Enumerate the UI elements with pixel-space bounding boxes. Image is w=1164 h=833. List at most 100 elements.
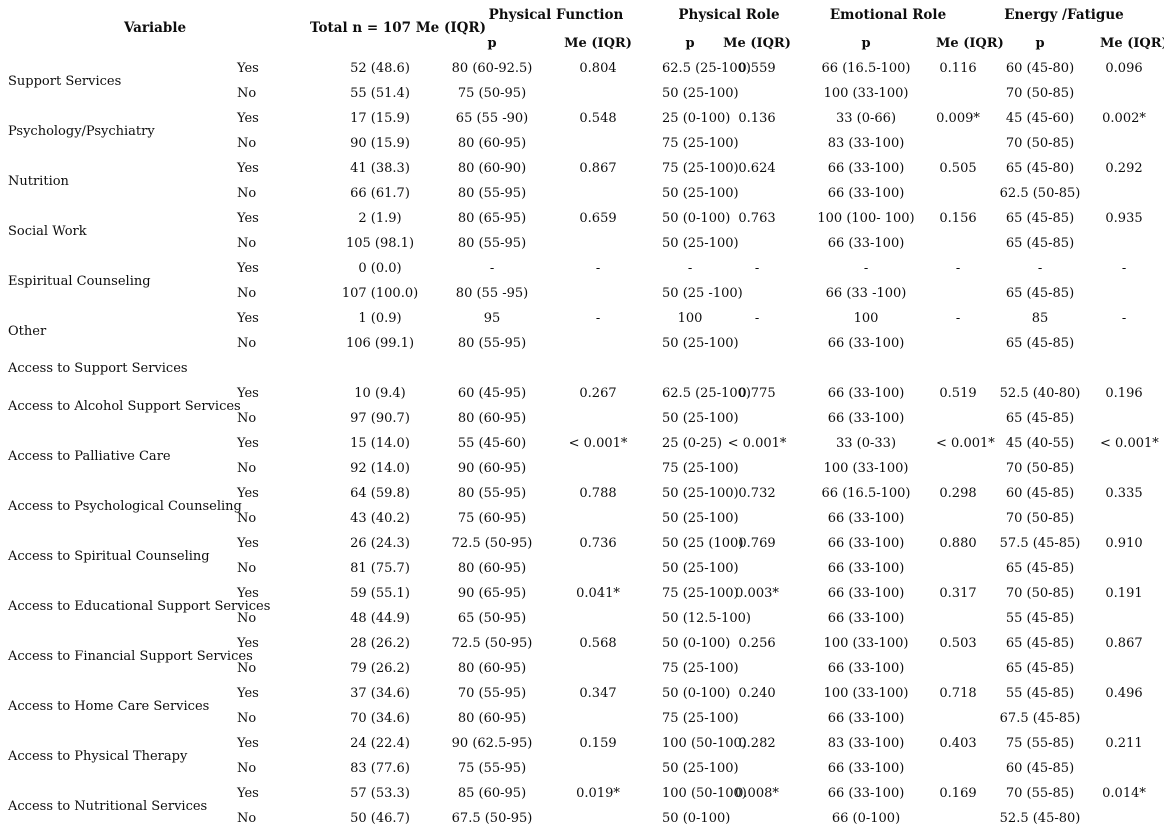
ef-me-cell: 70 (50-85) [1005, 511, 1075, 526]
pf-me-cell: 80 (55-95) [457, 186, 527, 201]
ef-me-cell: 45 (45-60) [1005, 111, 1075, 126]
table-row: Social Work Yes 2 (1.9) 80 (65-95) 0.659 50 (… [0, 206, 1148, 239]
pf-p-cell [534, 706, 662, 731]
subheader-ef-me-iqr: Me (IQR) [1100, 35, 1164, 51]
pr-me-cell: 75 (25-100) [662, 586, 739, 601]
table-row: No 50 (46.7) 67.5 (50-95) 50 (0-100) 66 (0-1… [0, 806, 1148, 831]
table-row: Access to Alcohol Support Services Yes 10 … [0, 381, 1148, 414]
pf-p-cell [534, 131, 662, 156]
total-n-cell: 92 (14.0) [350, 461, 410, 476]
table-row: Access to Home Care Services Yes 37 (34.6)… [0, 681, 1148, 714]
response-cell: Yes [237, 261, 259, 276]
ef-me-cell: - [1037, 261, 1043, 276]
pf-me-cell: 80 (55 -95) [455, 286, 529, 301]
pr-p-cell: 0.732 [738, 486, 776, 501]
pf-p-cell [534, 606, 662, 631]
total-n-cell: 26 (24.3) [350, 536, 410, 551]
er-p-cell [936, 606, 980, 631]
pf-me-cell: 90 (60-95) [457, 461, 527, 476]
variable-label: Espiritual Counseling [8, 273, 151, 289]
subheader-er-p: p [861, 35, 871, 51]
pr-p-cell: 0.008* [735, 786, 779, 801]
ef-p-cell: < 0.001* [1100, 436, 1159, 451]
variable-label: Access to Physical Therapy [8, 748, 188, 764]
er-me-cell: 100 (33-100) [823, 461, 909, 476]
pr-me-cell: 75 (25-100) [662, 661, 739, 676]
table-row: Espiritual Counseling Yes 0 (0.0) - - - - - - - - [0, 256, 1148, 289]
er-p-cell [936, 81, 980, 106]
pf-me-cell: 80 (65-95) [457, 211, 527, 226]
pf-p-cell [534, 81, 662, 106]
pf-me-cell: 95 [483, 311, 501, 326]
pr-me-cell: 50 (25-100) [662, 486, 739, 501]
response-cell: No [237, 711, 257, 726]
group-header-physical-function: Physical Function [488, 7, 624, 23]
variable-label: Access to Alcohol Support Services [8, 398, 241, 414]
er-me-cell: 33 (0-66) [836, 111, 897, 126]
pr-p-cell: - [754, 261, 760, 276]
er-me-cell: 66 (33-100) [827, 336, 905, 351]
pr-me-cell: 75 (25-100) [662, 136, 739, 151]
pr-me-cell: 25 (0-25) [662, 436, 723, 451]
pr-me-cell: 50 (25-100) [662, 86, 739, 101]
ef-p-cell: 0.196 [1105, 386, 1143, 401]
pf-me-cell: 80 (60-95) [457, 411, 527, 426]
er-me-cell: 100 [853, 311, 879, 326]
table-row: No 83 (77.6) 75 (55-95) 50 (25-100) 66 (33-1… [0, 756, 1148, 781]
total-n-cell: 0 (0.0) [358, 261, 402, 276]
variable-label: Support Services [8, 73, 122, 89]
er-p-cell [936, 131, 980, 156]
response-cell: No [237, 236, 257, 251]
variable-label: Access to Financial Support Services [8, 648, 253, 664]
pf-p-cell [534, 506, 662, 531]
ef-me-cell: 55 (45-85) [1005, 611, 1075, 626]
ef-p-cell [1100, 456, 1148, 481]
pr-p-cell: 0.136 [738, 111, 776, 126]
ef-me-cell: 65 (45-85) [1005, 286, 1075, 301]
response-cell: Yes [237, 61, 259, 76]
variable-label: Psychology/Psychiatry [8, 123, 155, 139]
ef-p-cell [1100, 756, 1148, 781]
er-me-cell: 66 (33-100) [827, 536, 905, 551]
pf-p-cell: 0.659 [579, 211, 617, 226]
ef-me-cell: 65 (45-80) [1005, 161, 1075, 176]
pr-me-cell: 25 (0-100) [662, 111, 731, 126]
er-me-cell: 100 (33-100) [823, 636, 909, 651]
pf-me-cell: 80 (60-92.5) [451, 61, 533, 76]
pr-me-cell: 100 (50-100) [662, 736, 747, 751]
table-body: Support Services Yes 52 (48.6) 80 (60-92.5)… [0, 56, 1159, 831]
total-n-cell: 24 (22.4) [350, 736, 410, 751]
pf-p-cell: 0.788 [579, 486, 617, 501]
er-p-cell: - [955, 261, 961, 276]
pr-me-cell: 50 (12.5-100) [662, 611, 751, 626]
er-me-cell: 100 (100- 100) [817, 211, 915, 226]
er-p-cell: 0.505 [939, 161, 977, 176]
total-n-cell: 28 (26.2) [350, 636, 410, 651]
er-p-cell: - [955, 311, 961, 326]
pf-me-cell: 75 (50-95) [457, 86, 527, 101]
ef-me-cell: 65 (45-85) [1005, 236, 1075, 251]
pr-p-cell: 0.763 [738, 211, 776, 226]
variable-label: Nutrition [8, 173, 69, 189]
pr-me-cell: - [687, 261, 693, 276]
pr-me-cell: 50 (25-100) [662, 561, 739, 576]
er-me-cell: 66 (33-100) [827, 611, 905, 626]
response-cell: Yes [237, 786, 259, 801]
ef-p-cell: 0.910 [1105, 536, 1143, 551]
ef-me-cell: 52.5 (45-80) [999, 811, 1081, 826]
pf-p-cell [534, 556, 662, 581]
pf-p-cell: 0.019* [576, 786, 620, 801]
variable-label: Access to Home Care Services [8, 698, 210, 714]
total-n-cell: 97 (90.7) [350, 411, 410, 426]
total-n-cell: 83 (77.6) [350, 761, 410, 776]
ef-me-cell: 55 (45-85) [1005, 686, 1075, 701]
pr-me-cell: 50 (25-100) [662, 411, 739, 426]
er-p-cell: 0.116 [939, 61, 977, 76]
pr-me-cell: 50 (0-100) [662, 636, 731, 651]
response-cell: No [237, 611, 257, 626]
ef-p-cell [1100, 656, 1148, 681]
pf-me-cell: 72.5 (50-95) [451, 536, 533, 551]
response-cell: Yes [237, 736, 259, 751]
response-cell: No [237, 561, 257, 576]
er-me-cell: 66 (33-100) [827, 711, 905, 726]
